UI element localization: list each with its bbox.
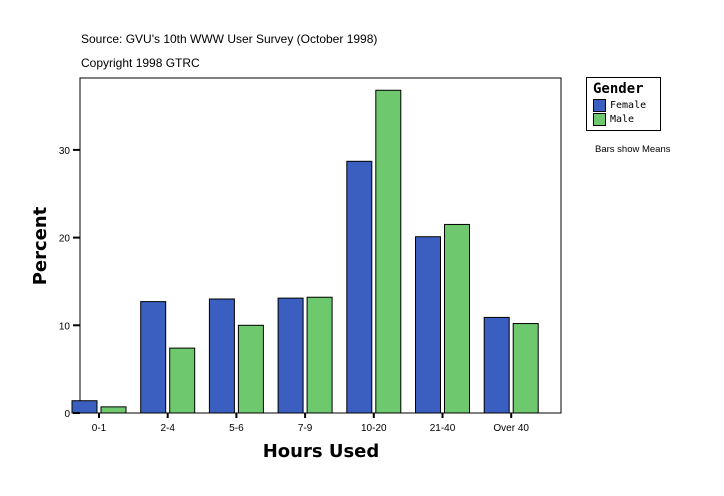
y-tick-label: 0 [64,409,70,420]
legend-item-male: Male [593,113,634,126]
y-axis: 0 10 20 30 [59,146,80,420]
bar-male-5-6 [237,324,264,414]
bar-female-5-6 [208,298,235,414]
legend-title: Gender [593,81,644,97]
bar-male-10-20 [375,89,402,414]
x-tick-label: 7-9 [298,423,313,434]
female-swatch [593,99,606,112]
x-tick-label: Over 40 [493,423,529,434]
bar-female-over-40 [483,316,510,414]
bar-male-0-1 [100,406,127,414]
male-swatch [593,113,606,126]
legend-label: Female [610,100,647,111]
copyright-text: Copyright 1998 GTRC [81,56,200,70]
bar-female-10-20 [346,160,373,414]
bars-group [71,89,539,414]
legend-label: Male [610,114,635,125]
x-tick-label: 21-40 [430,423,456,434]
y-tick-label: 10 [59,321,71,332]
x-axis-label: Hours Used [263,441,380,462]
bar-female-0-1 [71,400,98,414]
bar-female-21-40 [415,236,441,414]
legend: Gender Female Male [586,77,661,131]
x-tick-label: 5-6 [229,423,244,434]
legend-item-female: Female [593,99,646,112]
source-text: Source: GVU's 10th WWW User Survey (Octo… [81,32,378,46]
x-axis: 0-1 2-4 5-6 7-9 10-20 21-40 Over 40 [92,413,529,434]
y-tick-label: 20 [59,234,71,245]
y-tick-label: 30 [59,146,71,157]
bar-female-7-9 [277,297,304,414]
x-tick-label: 10-20 [361,423,387,434]
bar-male-over-40 [512,323,539,414]
bar-male-21-40 [444,223,470,414]
bar-female-2-4 [140,301,167,414]
bar-male-2-4 [169,347,196,414]
x-tick-label: 0-1 [92,423,107,434]
bars-show-means-note: Bars show Means [595,144,671,155]
x-tick-label: 2-4 [160,423,175,434]
bar-male-7-9 [306,296,333,414]
y-axis-label: Percent [30,206,51,285]
